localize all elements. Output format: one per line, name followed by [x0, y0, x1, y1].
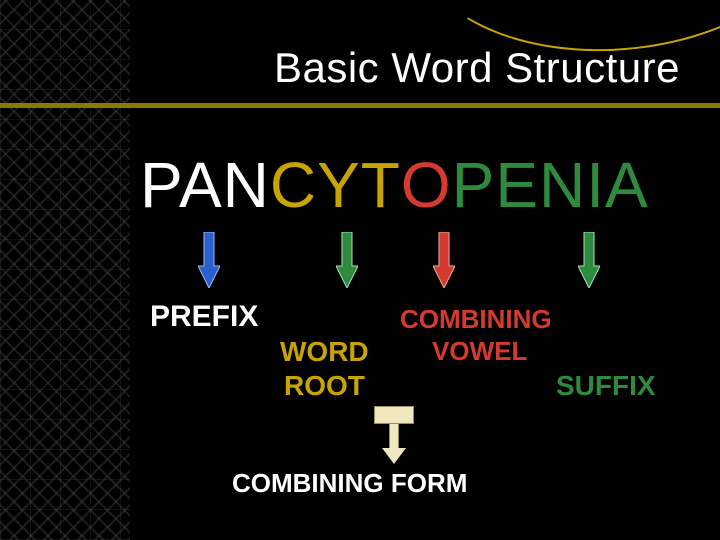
arrow-prefix — [198, 232, 220, 288]
bracket-arrowhead — [382, 448, 406, 464]
slide-title: Basic Word Structure — [274, 44, 680, 92]
arrow-root — [336, 232, 358, 288]
main-word: PAN CYT O PENIA — [140, 148, 649, 222]
label-combining-vowel-line1: COMBINING — [400, 304, 552, 335]
title-underline — [0, 103, 720, 108]
label-word-root-line2: ROOT — [284, 370, 365, 402]
arrow-vowel — [433, 232, 455, 288]
label-combining-form: COMBINING FORM — [232, 468, 467, 499]
segment-prefix: PAN — [140, 148, 270, 222]
label-prefix: PREFIX — [150, 300, 258, 334]
bracket-box — [374, 406, 414, 424]
label-combining-vowel-line2: VOWEL — [432, 336, 527, 367]
label-word-root-line1: WORD — [280, 336, 369, 368]
title-bar: Basic Word Structure — [0, 38, 720, 108]
label-suffix: SUFFIX — [556, 370, 656, 402]
segment-suffix: PENIA — [452, 148, 649, 222]
arrow-suffix — [578, 232, 600, 288]
segment-root: CYT — [270, 148, 401, 222]
segment-vowel: O — [401, 148, 452, 222]
bracket-stem — [389, 424, 399, 448]
